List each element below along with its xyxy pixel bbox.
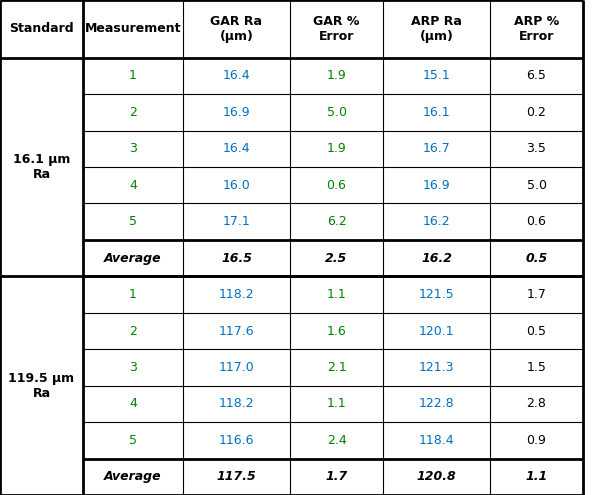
Text: 6.2: 6.2	[326, 215, 347, 228]
Text: 17.1: 17.1	[223, 215, 250, 228]
Text: 1.6: 1.6	[326, 325, 347, 338]
Text: 1.9: 1.9	[326, 142, 347, 155]
Text: 120.1: 120.1	[419, 325, 454, 338]
Text: 1: 1	[129, 69, 137, 83]
Text: 2.1: 2.1	[326, 361, 347, 374]
Text: 1.7: 1.7	[325, 470, 348, 483]
Text: 6.5: 6.5	[527, 69, 546, 83]
Text: 4: 4	[129, 397, 137, 410]
Text: Average: Average	[104, 251, 162, 265]
Text: 117.5: 117.5	[217, 470, 256, 483]
Text: 5: 5	[129, 434, 137, 447]
Text: 2.4: 2.4	[326, 434, 347, 447]
Text: 1.1: 1.1	[326, 288, 347, 301]
Text: ARP %
Error: ARP % Error	[514, 15, 559, 43]
Text: 122.8: 122.8	[419, 397, 454, 410]
Text: 0.5: 0.5	[526, 251, 547, 265]
Text: 16.1 μm
Ra: 16.1 μm Ra	[13, 153, 70, 181]
Text: 119.5 μm
Ra: 119.5 μm Ra	[9, 372, 74, 399]
Text: 16.5: 16.5	[221, 251, 252, 265]
Text: 1.1: 1.1	[326, 397, 347, 410]
Text: Average: Average	[104, 470, 162, 483]
Text: 2.5: 2.5	[325, 251, 348, 265]
Text: Measurement: Measurement	[85, 22, 181, 35]
Text: 16.9: 16.9	[423, 179, 450, 192]
Text: 117.0: 117.0	[219, 361, 255, 374]
Text: 5: 5	[129, 215, 137, 228]
Text: 117.6: 117.6	[219, 325, 255, 338]
Text: 1.9: 1.9	[326, 69, 347, 83]
Text: 16.1: 16.1	[423, 106, 450, 119]
Text: 0.5: 0.5	[527, 325, 546, 338]
Text: 118.2: 118.2	[219, 288, 255, 301]
Text: Standard: Standard	[9, 22, 74, 35]
Text: 1.1: 1.1	[526, 470, 547, 483]
Text: 16.4: 16.4	[223, 142, 250, 155]
Text: 15.1: 15.1	[423, 69, 451, 83]
Text: 5.0: 5.0	[527, 179, 546, 192]
Text: 16.9: 16.9	[223, 106, 250, 119]
Text: 118.2: 118.2	[219, 397, 255, 410]
Text: 0.2: 0.2	[527, 106, 546, 119]
Text: 1.7: 1.7	[527, 288, 546, 301]
Text: 16.2: 16.2	[423, 215, 450, 228]
Text: 4: 4	[129, 179, 137, 192]
Text: 121.3: 121.3	[419, 361, 454, 374]
Text: 2: 2	[129, 106, 137, 119]
Text: 118.4: 118.4	[419, 434, 454, 447]
Text: 5.0: 5.0	[326, 106, 347, 119]
Text: 16.7: 16.7	[423, 142, 451, 155]
Text: 16.0: 16.0	[223, 179, 250, 192]
Text: 3: 3	[129, 361, 137, 374]
Text: 121.5: 121.5	[419, 288, 454, 301]
Text: 16.4: 16.4	[223, 69, 250, 83]
Text: GAR %
Error: GAR % Error	[313, 15, 360, 43]
Text: 0.9: 0.9	[527, 434, 546, 447]
Text: 3.5: 3.5	[527, 142, 546, 155]
Text: 1: 1	[129, 288, 137, 301]
Text: 0.6: 0.6	[527, 215, 546, 228]
Text: 16.2: 16.2	[421, 251, 452, 265]
Text: 2.8: 2.8	[527, 397, 546, 410]
Text: 116.6: 116.6	[219, 434, 254, 447]
Text: 1.5: 1.5	[527, 361, 546, 374]
Text: GAR Ra
(μm): GAR Ra (μm)	[211, 15, 262, 43]
Text: 2: 2	[129, 325, 137, 338]
Text: 0.6: 0.6	[326, 179, 347, 192]
Text: 3: 3	[129, 142, 137, 155]
Text: ARP Ra
(μm): ARP Ra (μm)	[411, 15, 462, 43]
Text: 120.8: 120.8	[417, 470, 456, 483]
